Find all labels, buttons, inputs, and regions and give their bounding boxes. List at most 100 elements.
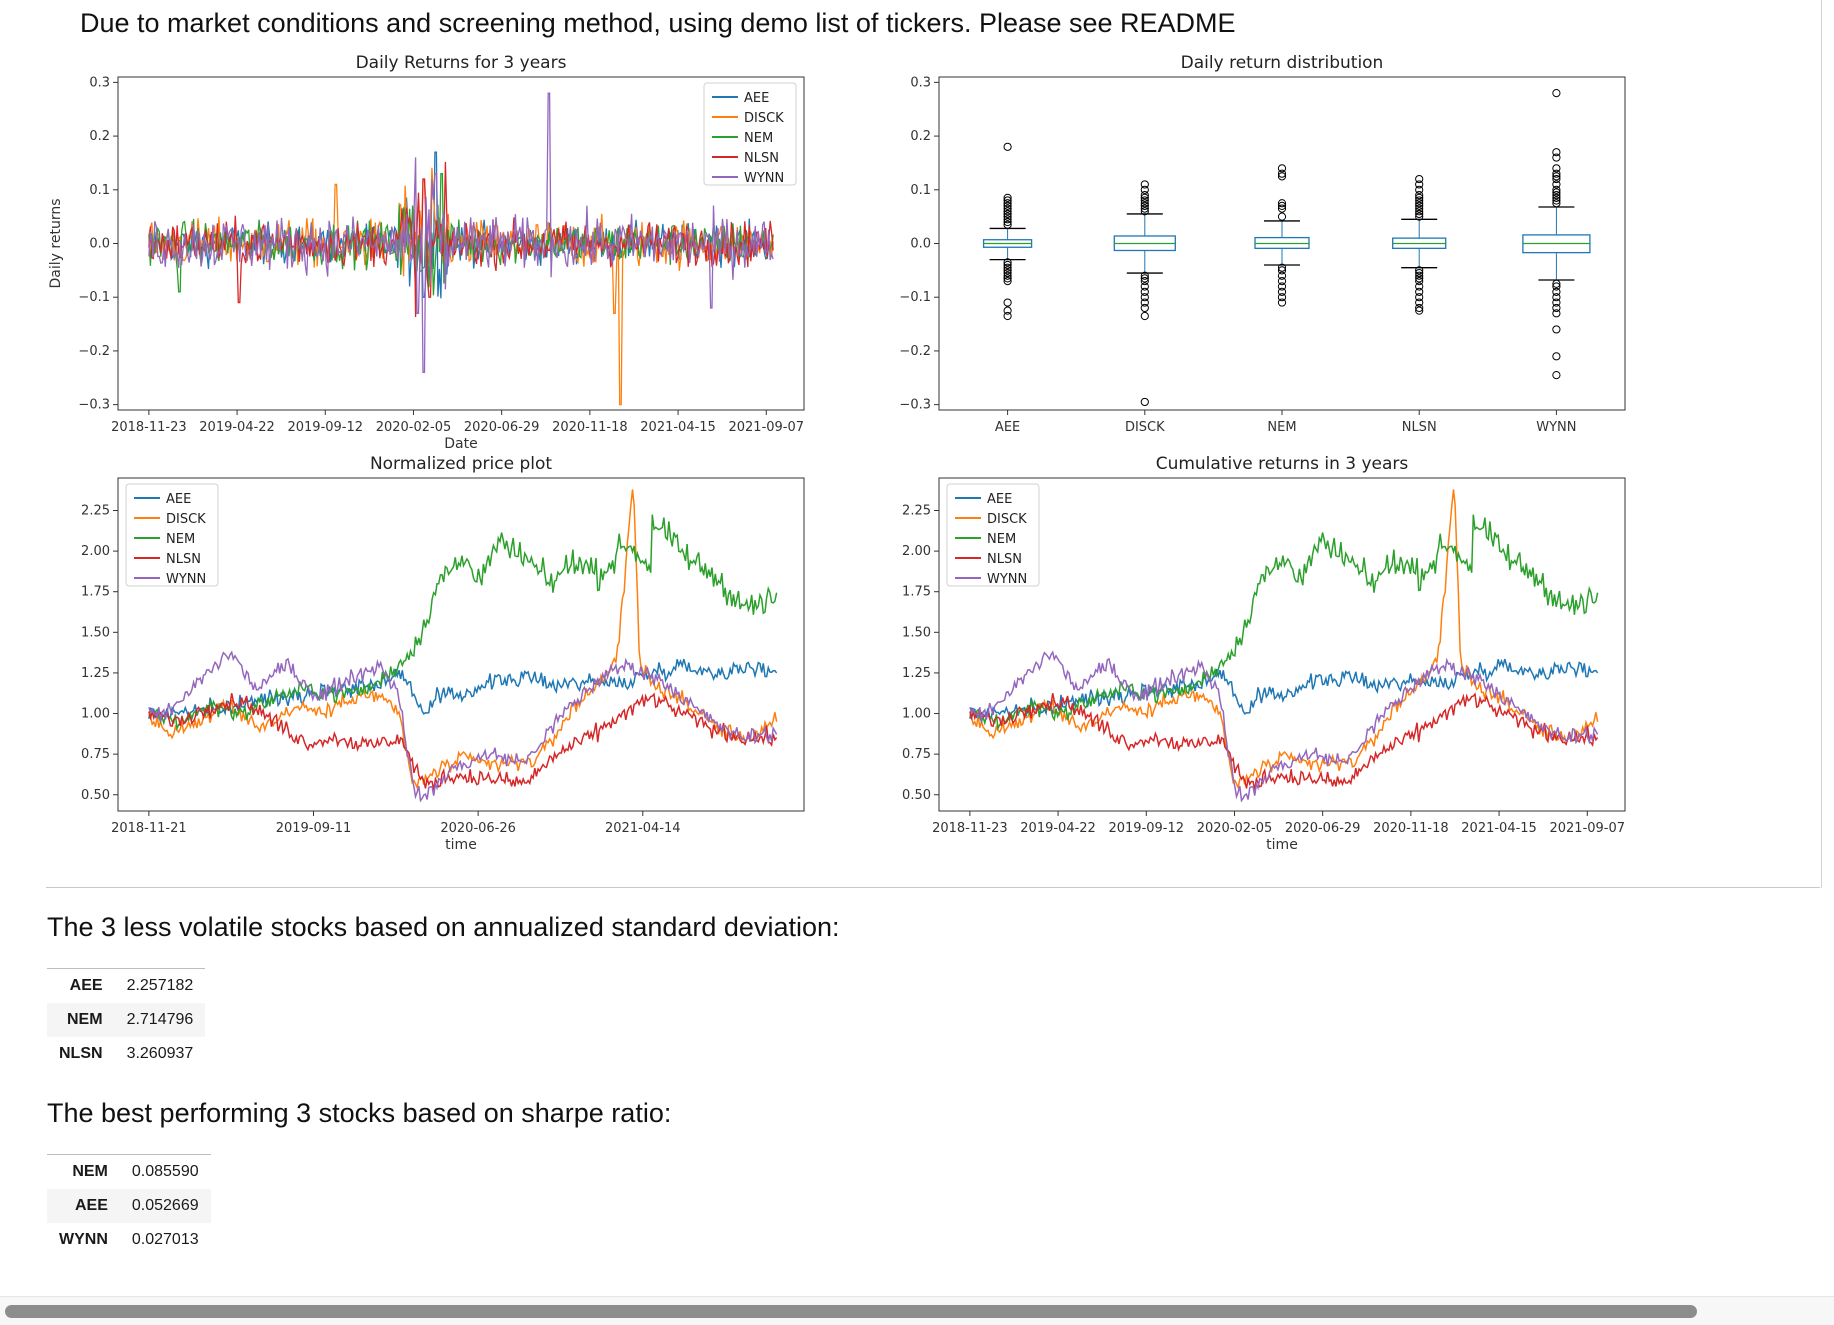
outlier-point (1415, 196, 1424, 205)
legend-label: WYNN (166, 572, 206, 587)
outlier-point (1552, 169, 1561, 178)
outlier-point (1003, 215, 1012, 224)
sharpe-table: NEM 0.085590 AEE 0.052669 WYNN 0.027013 (47, 1154, 211, 1257)
outlier-point (1277, 298, 1287, 307)
outlier-point (1552, 180, 1561, 189)
y-tick-label: 1.75 (81, 585, 110, 600)
x-tick-label: 2018-11-21 (111, 821, 187, 836)
legend-box (703, 82, 797, 186)
outlier-point (1003, 207, 1012, 216)
y-tick-label: 0.50 (81, 788, 110, 803)
outlier-point (1415, 271, 1424, 280)
box-disck (1113, 180, 1176, 407)
outlier-point (1415, 180, 1424, 189)
outlier-point (1003, 276, 1012, 286)
x-tick-label: 2021-04-14 (605, 821, 681, 836)
y-tick-label: 0.0 (910, 237, 931, 252)
outlier-point (1415, 174, 1424, 184)
outlier-point (1552, 172, 1561, 181)
outlier-point (1415, 298, 1424, 307)
ticker-cell: NEM (67, 1011, 103, 1028)
chart-title: Normalized price plot (370, 454, 552, 474)
y-tick-label: 0.50 (902, 788, 931, 803)
y-tick-label: 1.50 (902, 625, 931, 640)
outlier-point (1552, 352, 1561, 361)
cell-divider (46, 887, 1820, 888)
legend-box (946, 483, 1040, 587)
sharpe-section-title: The best performing 3 stocks based on sh… (47, 1098, 672, 1128)
y-tick-label: 0.3 (89, 75, 110, 90)
outlier-point (1277, 293, 1287, 302)
outlier-point (1277, 172, 1287, 181)
outlier-point (1140, 201, 1149, 211)
outlier-point (1140, 274, 1149, 283)
outlier-point (1415, 209, 1424, 219)
x-tick-label: WYNN (1536, 420, 1576, 435)
horizontal-scrollbar[interactable] (0, 1296, 1834, 1325)
table-row: AEE 0.052669 (47, 1189, 211, 1223)
series-line-wynn (148, 650, 778, 803)
x-tick-label: 2020-02-05 (1197, 821, 1273, 836)
x-tick-label: DISCK (1125, 420, 1165, 435)
y-tick-label: 2.25 (902, 503, 931, 518)
y-tick-label: 1.25 (902, 666, 931, 681)
x-tick-label: 2019-09-12 (287, 420, 363, 435)
table-row: AEE 2.257182 (47, 968, 206, 1003)
outlier-point (1415, 276, 1424, 286)
outlier-point (1277, 282, 1287, 291)
value-cell: 0.085590 (131, 1163, 199, 1180)
value-cell: 2.257182 (126, 977, 194, 994)
outlier-point (1277, 263, 1287, 272)
outlier-point (1552, 199, 1561, 208)
outlier-point (1003, 263, 1012, 272)
outlier-point (1140, 207, 1149, 216)
legend-label: WYNN (744, 171, 784, 186)
x-tick-label: 2020-02-05 (376, 420, 452, 435)
x-tick-label: 2020-06-29 (464, 420, 540, 435)
outlier-point (1003, 209, 1012, 219)
outlier-point (1552, 293, 1561, 302)
outlier-point (1140, 191, 1149, 200)
outlier-point (1003, 258, 1012, 267)
series-line-nem (969, 514, 1599, 732)
scrollbar-thumb[interactable] (5, 1305, 1697, 1318)
outlier-point (1552, 303, 1561, 313)
volatility-table: AEE 2.257182 NEM 2.714796 NLSN 3.260937 (47, 968, 206, 1071)
outlier-point (1415, 268, 1424, 278)
y-tick-label: 0.2 (910, 129, 931, 144)
y-tick-label: −0.1 (78, 290, 110, 305)
x-tick-label: 2020-06-26 (440, 821, 516, 836)
series-line-nlsn (148, 692, 778, 791)
outlier-point (1277, 266, 1287, 275)
outlier-point (1552, 370, 1561, 380)
y-tick-label: −0.3 (899, 398, 931, 413)
y-tick-label: 0.3 (910, 75, 931, 90)
outlier-point (1552, 298, 1561, 307)
y-tick-label: 1.75 (902, 585, 931, 600)
outlier-point (1415, 303, 1424, 313)
table-row: NEM 0.085590 (47, 1154, 211, 1189)
outlier-point (1552, 148, 1561, 157)
outlier-point (1003, 260, 1012, 270)
y-tick-label: 1.00 (902, 707, 931, 722)
y-tick-label: −0.2 (78, 344, 110, 359)
y-tick-label: 0.75 (81, 747, 110, 762)
y-tick-label: 2.00 (81, 544, 110, 559)
x-tick-label: 2018-11-23 (932, 821, 1008, 836)
x-tick-label: 2021-09-07 (1549, 821, 1625, 836)
legend-label: AEE (987, 492, 1012, 507)
outlier-point (1415, 282, 1424, 291)
outlier-point (1140, 271, 1149, 280)
series-line-disck (148, 489, 778, 790)
outlier-point (1415, 306, 1424, 315)
y-tick-label: 2.25 (81, 503, 110, 518)
x-tick-label: 2019-09-12 (1108, 821, 1184, 836)
box-aee (982, 142, 1033, 321)
outlier-point (1277, 164, 1287, 173)
x-tick-label: 2021-04-15 (640, 420, 716, 435)
outlier-point (1552, 279, 1561, 288)
outlier-point (1003, 199, 1012, 208)
demo-tickers-message: Due to market conditions and screening m… (80, 8, 1236, 38)
figure-canvas: Daily Returns for 3 years −0.3 −0.2 −0.1 0.0… (48, 53, 1626, 853)
value-cell: 3.260937 (126, 1045, 194, 1062)
